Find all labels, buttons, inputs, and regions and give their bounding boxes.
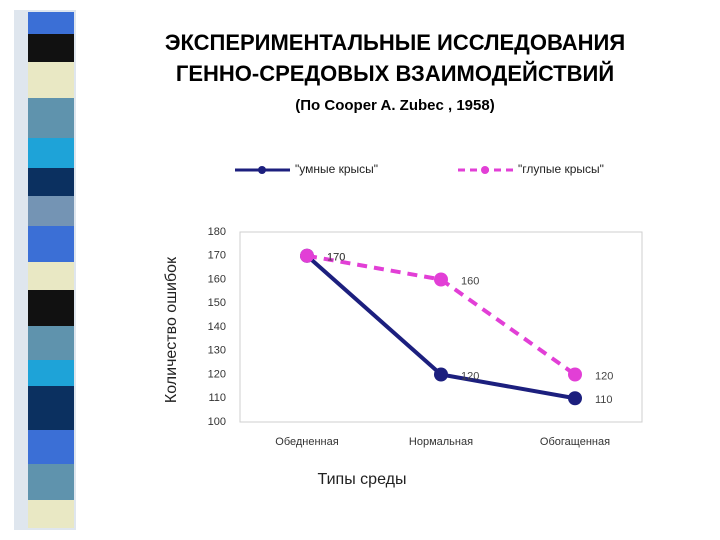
legend-marker <box>258 166 266 174</box>
decorative-strip <box>14 10 76 530</box>
x-tick-label: Нормальная <box>409 436 473 448</box>
x-axis-title: Типы среды <box>318 471 407 488</box>
y-tick-label: 140 <box>208 321 226 333</box>
data-label: 160 <box>461 275 479 287</box>
y-tick-label: 100 <box>208 416 226 428</box>
legend-label: "глупые крысы" <box>518 162 604 176</box>
point <box>568 367 582 382</box>
y-tick-label: 130 <box>208 345 226 357</box>
legend-marker <box>481 166 489 174</box>
data-label: 120 <box>461 370 479 382</box>
title-line: ГЕННО-СРЕДОВЫХ ВЗАИМОДЕЙСТВИЙ <box>176 61 614 86</box>
y-axis-title: Количество ошибок <box>163 256 180 403</box>
point <box>434 367 448 382</box>
y-tick-label: 160 <box>208 273 226 285</box>
x-tick-label: Обедненная <box>275 436 338 448</box>
point <box>568 391 582 406</box>
data-label: 110 <box>595 394 613 406</box>
subtitle: (По Cooper A. Zubec , 1958) <box>295 97 494 114</box>
y-tick-label: 150 <box>208 297 226 309</box>
y-tick-label: 120 <box>208 368 226 380</box>
legend-label: "умные крысы" <box>295 162 378 176</box>
y-tick-label: 170 <box>208 250 226 262</box>
y-tick-label: 180 <box>208 226 226 238</box>
title-line: ЭКСПЕРИМЕНТАЛЬНЫЕ ИССЛЕДОВАНИЯ <box>165 30 625 55</box>
point <box>300 248 314 263</box>
data-label: 120 <box>595 370 613 382</box>
data-label: 170 <box>327 252 345 264</box>
point <box>434 272 448 287</box>
x-tick-label: Обогащенная <box>540 436 610 448</box>
y-tick-label: 110 <box>208 392 226 404</box>
plot-frame <box>239 231 643 423</box>
